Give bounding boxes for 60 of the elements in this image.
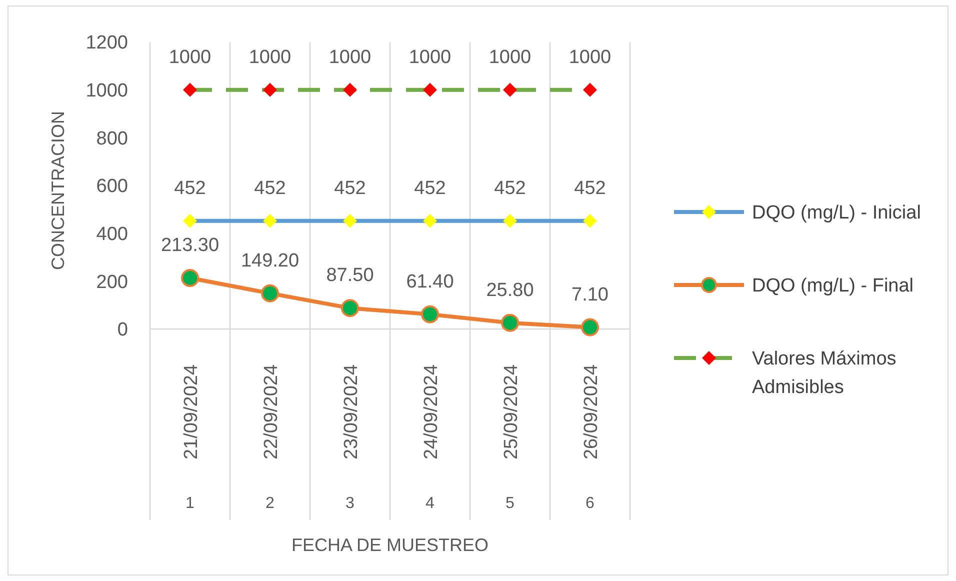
- point: [343, 82, 357, 97]
- text: 2: [266, 495, 275, 512]
- point: [183, 214, 197, 228]
- x-tick-label: 24/09/2024: [421, 364, 442, 460]
- point: [501, 314, 519, 332]
- point: [423, 82, 437, 97]
- text: 3: [346, 495, 355, 512]
- text: 1: [186, 495, 195, 512]
- data-label: 61.40: [406, 271, 454, 292]
- data-label: 452: [574, 178, 606, 199]
- text: 6: [586, 495, 595, 512]
- x-axis-title: FECHA DE MUESTREO: [291, 535, 489, 555]
- point: [183, 82, 197, 97]
- point: [343, 214, 357, 228]
- y-tick-label: 1200: [86, 32, 128, 54]
- point: [341, 299, 359, 318]
- data-label: 1000: [488, 46, 532, 68]
- y-tick-label: 1000: [86, 80, 128, 102]
- data-label: 1000: [408, 46, 452, 68]
- x-tick-label: 21/09/2024: [181, 364, 202, 460]
- point: [263, 82, 277, 97]
- point: [181, 268, 199, 287]
- data-label: 1000: [568, 46, 612, 68]
- y-tick-label: 200: [96, 272, 128, 293]
- data-label: 452: [494, 178, 526, 199]
- y-tick-label: 800: [96, 128, 128, 150]
- data-label: 149.20: [240, 250, 300, 272]
- data-label: 452: [174, 178, 206, 199]
- data-label: 213.30: [160, 234, 220, 256]
- y-tick-label: 400: [96, 224, 128, 245]
- legend-label: Valores Máximos Admisibles: [752, 348, 896, 398]
- point: [583, 214, 597, 228]
- text: 4: [426, 495, 435, 512]
- x-tick-label: 22/09/2024: [261, 364, 282, 460]
- data-label: 1000: [328, 46, 372, 68]
- point: [503, 214, 517, 228]
- point: [503, 82, 517, 97]
- legend-label: DQO (mg/L) - Final: [752, 276, 914, 297]
- x-tick-label: 23/09/2024: [341, 364, 362, 460]
- point: [261, 284, 279, 302]
- point: [583, 82, 597, 97]
- x-tick-label: 25/09/2024: [501, 364, 522, 460]
- data-label: 87.50: [326, 265, 374, 286]
- text: 5: [506, 495, 515, 512]
- point: [263, 214, 277, 228]
- data-label: 452: [254, 178, 286, 199]
- point: [581, 318, 599, 336]
- data-label: 452: [334, 178, 366, 199]
- y-tick-label: 600: [96, 176, 128, 198]
- data-label: 25.80: [486, 280, 534, 301]
- point: [421, 305, 439, 324]
- legend-label: DQO (mg/L) - Inicial: [752, 202, 921, 224]
- x-tick-label: 26/09/2024: [581, 364, 602, 460]
- y-axis-title: CONCENTRACION: [48, 110, 68, 270]
- data-label: 452: [414, 178, 446, 199]
- data-label: 1000: [168, 46, 212, 68]
- data-label: 1000: [248, 46, 292, 68]
- y-tick-label: 0: [117, 320, 128, 341]
- data-label: 7.10: [572, 284, 608, 306]
- point: [423, 214, 437, 228]
